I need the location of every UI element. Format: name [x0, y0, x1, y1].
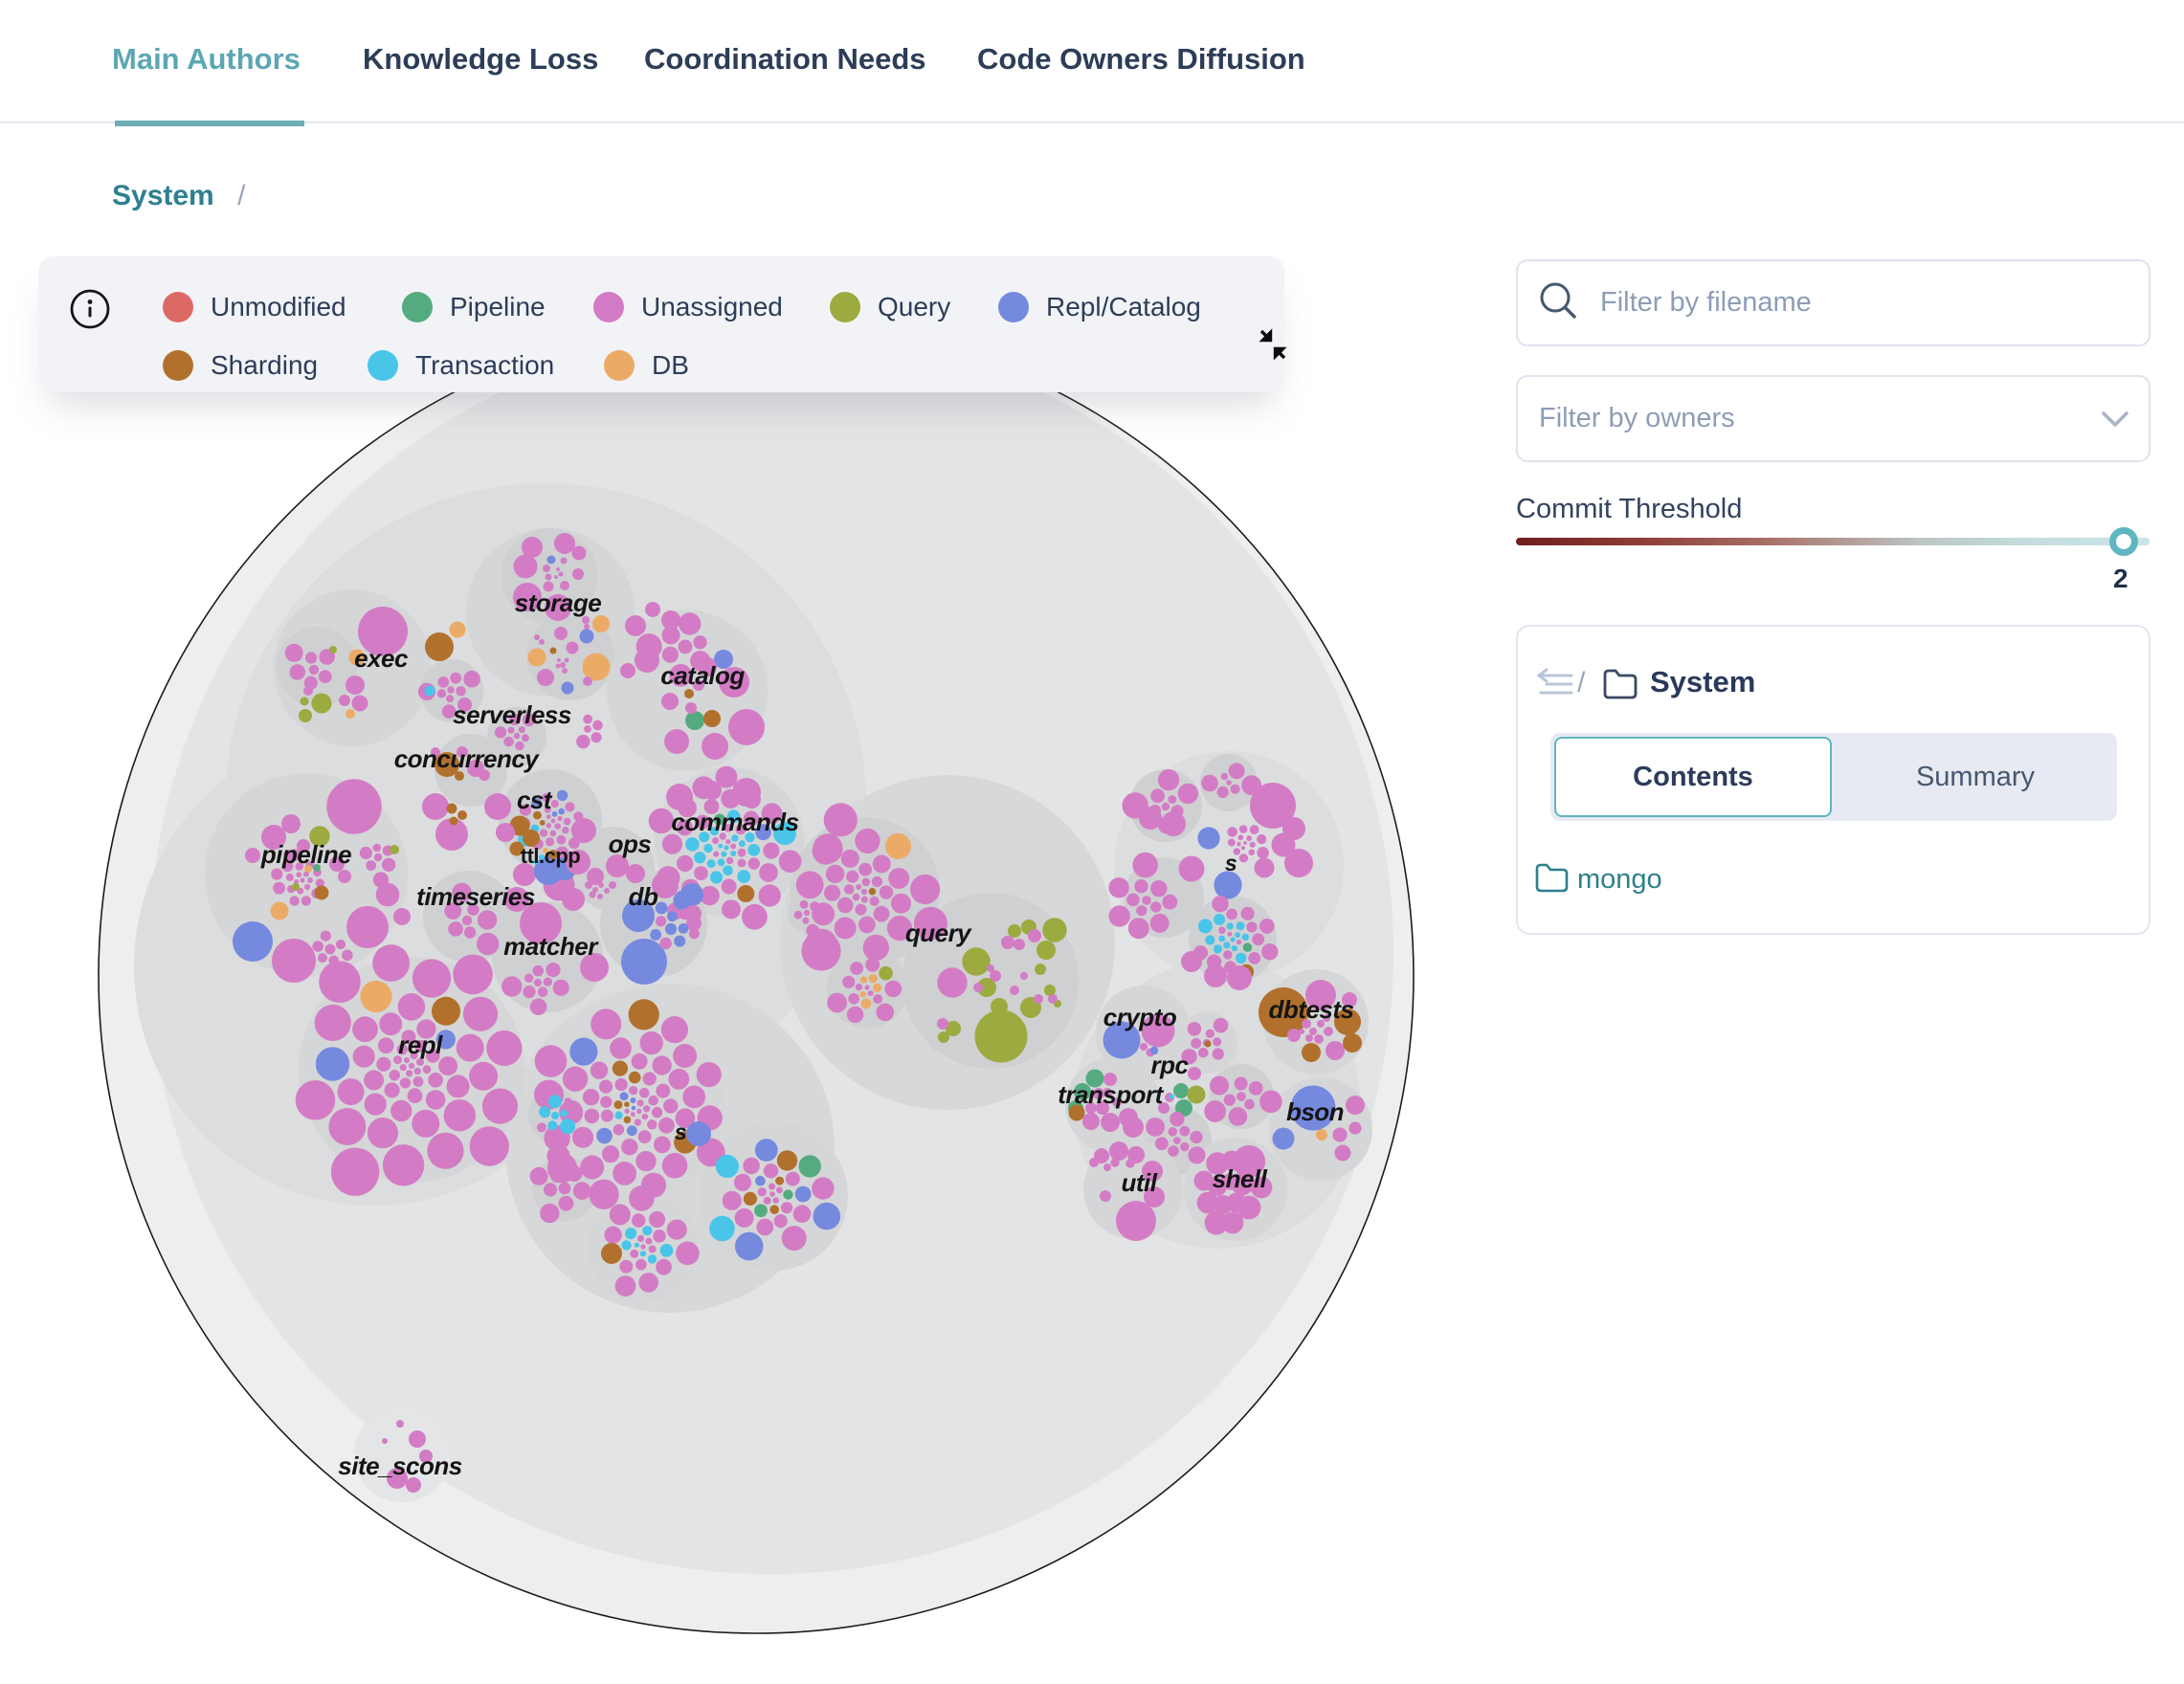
svg-text:catalog: catalog [660, 661, 745, 690]
svg-text:concurrency: concurrency [394, 744, 541, 773]
svg-text:crypto: crypto [1103, 1003, 1177, 1031]
svg-text:exec: exec [354, 644, 409, 673]
svg-text:serverless: serverless [453, 700, 571, 729]
svg-text:repl: repl [398, 1030, 443, 1059]
svg-text:dbtests: dbtests [1269, 995, 1354, 1024]
svg-text:shell: shell [1213, 1164, 1268, 1193]
svg-text:transport: transport [1058, 1080, 1164, 1109]
svg-text:query: query [905, 919, 972, 947]
svg-text:timeseries: timeseries [416, 882, 535, 911]
svg-text:commands: commands [671, 808, 798, 836]
svg-text:storage: storage [515, 588, 601, 617]
svg-text:s: s [1225, 851, 1237, 875]
svg-text:bson: bson [1286, 1097, 1344, 1126]
svg-text:pipeline: pipeline [260, 840, 351, 869]
svg-text:site_scons: site_scons [338, 1451, 461, 1480]
svg-text:util: util [1122, 1168, 1158, 1197]
svg-text:s: s [675, 1119, 686, 1144]
svg-text:ops: ops [609, 830, 652, 858]
svg-text:cst: cst [517, 786, 553, 814]
svg-text:matcher: matcher [503, 932, 599, 961]
svg-text:ttl.cpp: ttl.cpp [521, 844, 581, 868]
svg-text:rpc: rpc [1151, 1051, 1190, 1079]
svg-text:db: db [629, 882, 658, 911]
